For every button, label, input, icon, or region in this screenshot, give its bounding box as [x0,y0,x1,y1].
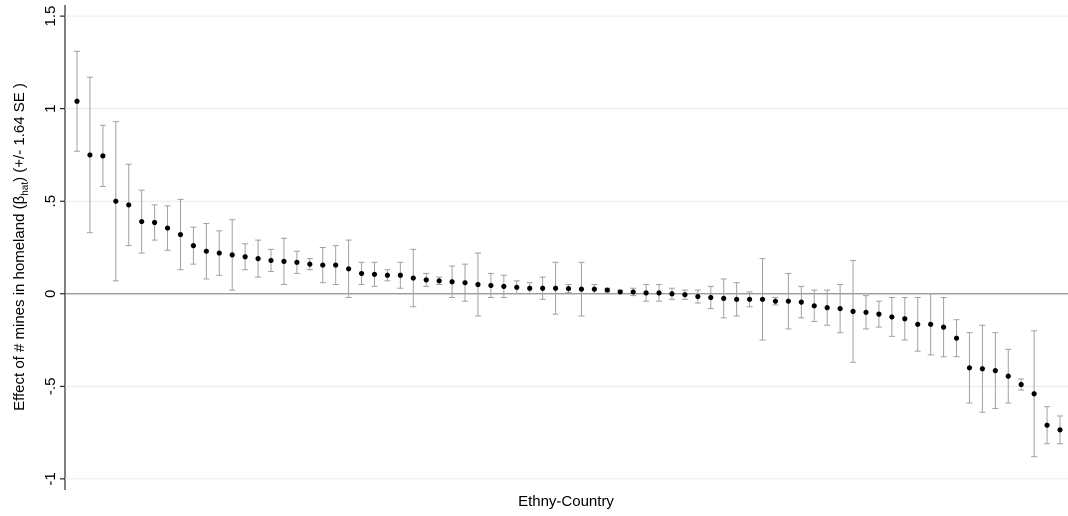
point [837,305,843,312]
point [540,285,546,291]
point [1005,373,1011,379]
y-tick-label: -.5 [42,378,59,396]
point [410,275,416,281]
point [74,98,80,104]
y-tick-label: 1 [42,104,59,112]
point [966,365,973,371]
point [1018,381,1024,388]
point [164,225,171,231]
point [798,299,804,305]
point [113,198,119,204]
point [578,286,585,292]
point [759,296,766,302]
point [216,250,222,256]
y-label-sub: hat [20,182,31,196]
point [449,279,455,285]
y-tick-label: 1.5 [42,6,59,27]
point [656,290,662,296]
point [242,254,248,260]
point [100,153,106,159]
point [928,321,934,327]
point [255,256,261,262]
point [423,277,429,283]
point [281,258,287,264]
point [462,280,468,286]
point [785,298,791,304]
point [979,366,985,372]
point [734,296,740,302]
point [992,368,998,374]
point [384,272,391,278]
point [708,294,714,301]
point [294,259,300,265]
point [682,292,688,298]
point [695,293,701,300]
point [604,287,610,293]
point [953,335,960,341]
point [307,261,313,267]
point [746,296,753,302]
y-label-part: ) (+/- 1.64 SE ) [11,83,28,182]
point [358,270,365,277]
point [190,243,197,249]
point [811,303,817,309]
y-tick-label: 0 [42,290,59,298]
point [397,272,403,278]
point [514,284,520,290]
point [177,231,184,238]
point [527,285,533,291]
point [643,290,649,296]
point [1044,422,1050,428]
point [371,271,378,277]
point [630,289,636,295]
point [488,282,494,289]
point [87,152,93,158]
point [1057,427,1063,433]
x-axis-label: Ethny-Country [518,493,614,510]
point [501,283,507,289]
point [552,285,559,291]
point [436,278,442,284]
point [203,248,209,254]
point [591,286,597,292]
point [617,289,623,295]
point [152,219,158,226]
point [940,324,947,330]
point [333,262,339,268]
point [876,311,882,317]
point [721,295,727,302]
point [126,202,132,208]
point [902,316,908,322]
point [863,309,869,315]
point [320,262,326,268]
point [565,285,572,292]
point [229,252,235,258]
y-tick-label: -1 [42,472,59,485]
point [669,291,675,297]
point [824,305,830,311]
y-axis-label: Effect of # mines in homeland (βhat) (+/… [11,83,31,411]
point [915,321,921,327]
y-label-part: Effect of # mines in homeland (β [11,195,28,410]
point [139,218,145,225]
point [346,266,352,272]
y-tick-label: .5 [42,195,59,208]
point [1031,391,1037,397]
point [475,281,481,288]
point [889,314,895,320]
point [772,298,779,304]
point [268,257,274,264]
point [850,308,856,314]
